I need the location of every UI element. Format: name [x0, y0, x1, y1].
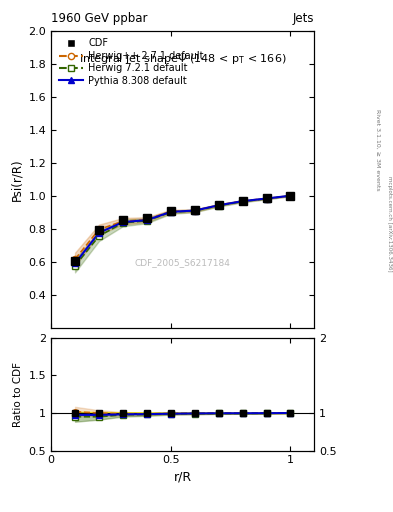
X-axis label: r/R: r/R — [174, 471, 192, 484]
Text: Rivet 3.1.10, ≥ 3M events: Rivet 3.1.10, ≥ 3M events — [375, 109, 380, 190]
Text: CDF_2005_S6217184: CDF_2005_S6217184 — [135, 258, 231, 267]
Text: mcplots.cern.ch [arXiv:1306.3436]: mcplots.cern.ch [arXiv:1306.3436] — [387, 176, 391, 271]
Text: 1960 GeV ppbar: 1960 GeV ppbar — [51, 12, 148, 25]
Legend: CDF, Herwig++ 2.7.1 default, Herwig 7.2.1 default, Pythia 8.308 default: CDF, Herwig++ 2.7.1 default, Herwig 7.2.… — [56, 35, 206, 89]
Y-axis label: Psi(r/R): Psi(r/R) — [10, 158, 23, 201]
Text: Integral jet shape$\Psi$ (148 < p$_{\rm T}$ < 166): Integral jet shape$\Psi$ (148 < p$_{\rm … — [79, 52, 286, 66]
Text: Jets: Jets — [293, 12, 314, 25]
Y-axis label: Ratio to CDF: Ratio to CDF — [13, 362, 23, 426]
